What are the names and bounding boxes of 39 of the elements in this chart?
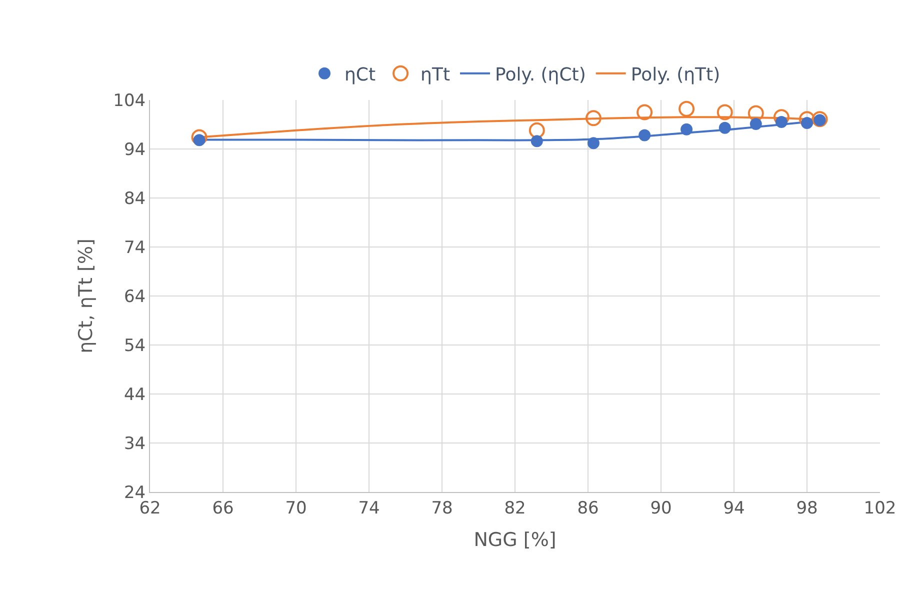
x-tick-label: 62 [139,498,161,518]
point [585,110,602,126]
y-tick-label: 104 [113,90,146,111]
point [587,137,600,150]
y-tick-label: 94 [124,140,146,160]
x-tick-label: 86 [577,498,599,518]
y-axis-title: ηCt, ηTt [%] [74,238,97,354]
point [636,104,653,120]
legend-label: ηCt [344,64,376,86]
x-tick-label: 70 [285,498,307,518]
point [191,129,208,146]
x-tick-label: 94 [723,498,745,518]
point [678,100,695,117]
x-tick-label: 74 [358,498,380,518]
x-tick-label: 102 [864,498,896,518]
point [812,111,828,128]
legend-label: ηTt [420,64,450,86]
y-tick-label: 34 [124,434,146,454]
x-tick-label: 90 [650,498,672,518]
legend-label: Poly. (ηCt) [495,64,586,86]
point [718,122,731,134]
y-tick-label: 44 [124,384,146,405]
point [638,129,651,142]
legend-label: Poly. (ηTt) [630,64,720,86]
x-tick-label: 82 [504,498,526,518]
point [716,104,733,120]
y-tick-label: 84 [124,188,146,209]
y-tick-label: 74 [124,238,146,258]
point [750,118,762,130]
point [528,122,545,138]
point [530,135,543,148]
y-tick-label: 64 [124,286,146,307]
point [748,105,764,122]
x-tick-label: 78 [431,498,453,518]
x-tick-label: 66 [212,498,234,518]
x-tick-label: 98 [796,498,818,518]
x-axis-title: NGG [%] [474,529,556,552]
y-tick-label: 54 [124,336,146,356]
point [680,123,693,136]
